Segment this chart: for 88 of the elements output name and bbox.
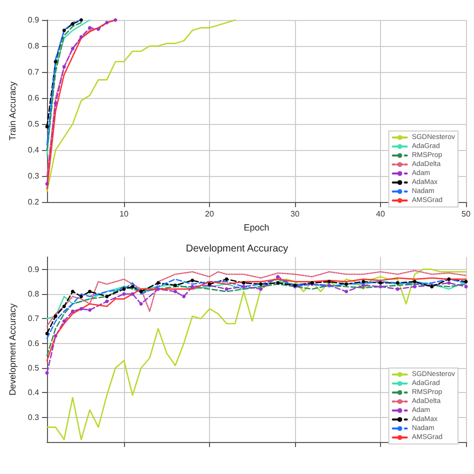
y-tick-label: 0.8 (28, 42, 40, 51)
point (70, 22, 74, 26)
x-axis-title: Epoch (244, 222, 270, 232)
y-tick-label: 0.4 (28, 388, 40, 398)
point (224, 287, 228, 291)
point (412, 280, 416, 284)
point (378, 281, 382, 285)
point (45, 124, 49, 128)
line-series (46, 19, 236, 192)
point (88, 26, 92, 30)
point (259, 287, 263, 291)
y-tick-label: 0.9 (28, 264, 40, 274)
x-tick-label: 20 (205, 210, 214, 219)
point (327, 280, 331, 284)
point (327, 284, 331, 288)
line-series (46, 270, 467, 327)
x-tick-label: 10 (120, 210, 129, 219)
point (276, 274, 280, 278)
point (88, 290, 92, 294)
point (62, 28, 66, 32)
point (344, 290, 348, 294)
line-series (46, 281, 467, 320)
point (224, 277, 228, 281)
point (70, 46, 74, 50)
point (79, 294, 83, 298)
point (396, 287, 400, 291)
point (96, 27, 100, 31)
y-axis-title: Train Accuracy (8, 80, 18, 141)
x-tick-label: 50 (462, 210, 471, 219)
point (105, 294, 109, 298)
y-tick-label: 0.5 (28, 364, 40, 372)
line-series (46, 268, 467, 440)
point (62, 304, 66, 308)
point (62, 65, 66, 69)
point (378, 284, 382, 288)
point (259, 282, 263, 286)
point (70, 310, 74, 314)
y-tick-label: 0.3 (28, 172, 40, 181)
y-tick-label: 0.5 (28, 120, 40, 129)
x-tick-label: 40 (376, 210, 386, 219)
chart-title: Development Accuracy (186, 244, 288, 254)
y-tick-label: 0.7 (28, 314, 40, 324)
point (105, 300, 109, 304)
point (412, 284, 416, 288)
point (70, 290, 74, 294)
y-tick-label: 0.8 (28, 290, 40, 298)
point (54, 60, 58, 64)
point (190, 284, 194, 288)
point (447, 281, 451, 285)
point (139, 302, 143, 306)
point (79, 18, 83, 22)
point (156, 287, 160, 291)
point (79, 35, 83, 39)
point (54, 334, 58, 338)
point (464, 280, 468, 284)
point (156, 281, 160, 285)
point (182, 294, 186, 298)
point (174, 290, 178, 294)
point (105, 20, 109, 24)
y-tick-label: 0.3 (28, 412, 40, 422)
point (88, 308, 92, 312)
y-tick-label: 0.4 (28, 146, 40, 155)
point (362, 284, 366, 288)
y-axis-title: Development Accuracy (8, 302, 18, 396)
point (396, 281, 400, 285)
point (447, 277, 451, 281)
y-tick-label: 0.7 (28, 68, 40, 77)
y-tick-label: 0.6 (28, 338, 40, 348)
point (45, 182, 49, 186)
point (174, 284, 178, 288)
y-tick-label: 0.2 (28, 198, 40, 207)
point (242, 284, 246, 288)
point (130, 284, 134, 288)
y-tick-label: 0.6 (28, 94, 40, 103)
point (464, 284, 468, 288)
point (190, 278, 194, 282)
point (344, 282, 348, 286)
point (362, 280, 366, 284)
line-series (46, 19, 90, 156)
point (242, 281, 246, 285)
point (139, 290, 143, 294)
point (276, 281, 280, 285)
x-tick-label: 30 (290, 210, 300, 219)
point (54, 101, 58, 105)
point (54, 314, 58, 318)
point (79, 307, 83, 311)
point (62, 319, 66, 323)
y-tick-label: 0.9 (28, 16, 40, 24)
